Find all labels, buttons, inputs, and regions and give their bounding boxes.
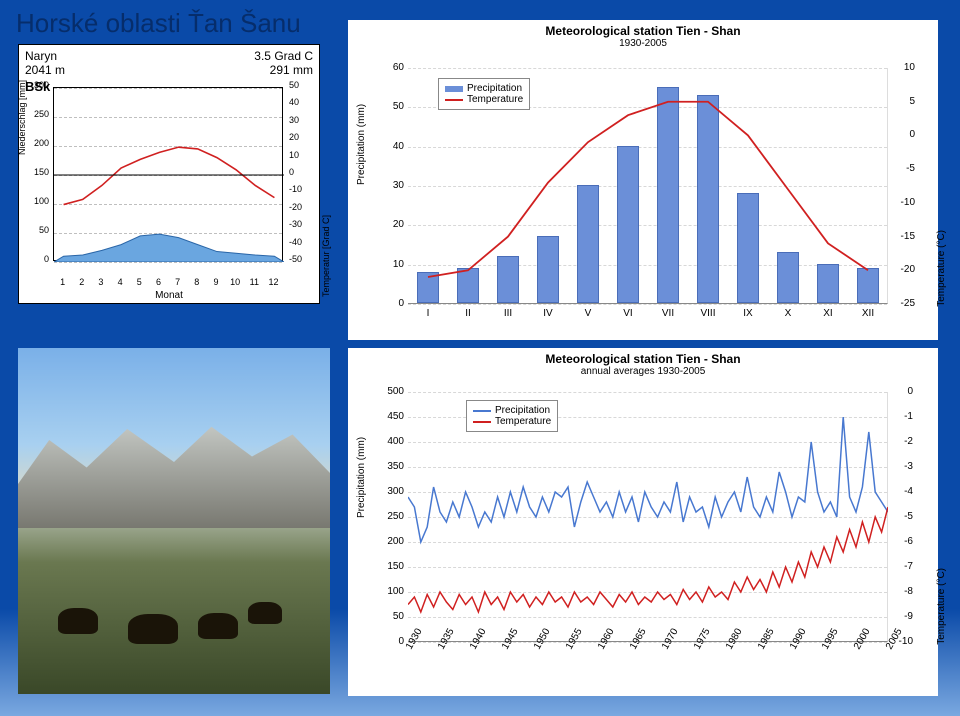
annual-chart: Meteorological station Tien - Shan annua… [348, 348, 938, 696]
chart2-y-right-label: Temperature (°C) [936, 568, 947, 645]
mountain-photo [18, 348, 330, 694]
climate-y-right-label: Temperatur [Grad C] [321, 215, 331, 297]
legend-temp: Temperature [467, 94, 523, 105]
annual-temp: 3.5 Grad C [254, 49, 313, 63]
legend-temp: Temperature [495, 416, 551, 427]
chart1-title: Meteorological station Tien - Shan [348, 20, 938, 38]
climate-plot-area [53, 87, 283, 261]
climate-x-ticks: 123456789101112 [53, 277, 283, 287]
climate-diagram: Naryn 3.5 Grad C 2041 m 291 mm BSk Niede… [18, 44, 320, 304]
chart2-title: Meteorological station Tien - Shan [348, 348, 938, 366]
legend-precip: Precipitation [467, 83, 522, 94]
chart1-y-left-label: Precipitation (mm) [356, 104, 367, 185]
climate-y-left-label: Niederschlag [mm] [17, 80, 27, 155]
chart2-subtitle: annual averages 1930-2005 [348, 366, 938, 377]
chart2-legend: Precipitation Temperature [466, 400, 558, 432]
monthly-chart: Meteorological station Tien - Shan 1930-… [348, 20, 938, 340]
legend-precip: Precipitation [495, 405, 550, 416]
chart1-y-right-label: Temperature (°C) [936, 230, 947, 307]
annual-precip: 291 mm [270, 63, 313, 77]
chart1-legend: Precipitation Temperature [438, 78, 530, 110]
climate-x-label: Monat [19, 290, 319, 301]
chart2-y-left-label: Precipitation (mm) [356, 437, 367, 518]
station-name: Naryn [25, 49, 57, 63]
chart1-subtitle: 1930-2005 [348, 38, 938, 49]
station-elevation: 2041 m [25, 63, 65, 77]
